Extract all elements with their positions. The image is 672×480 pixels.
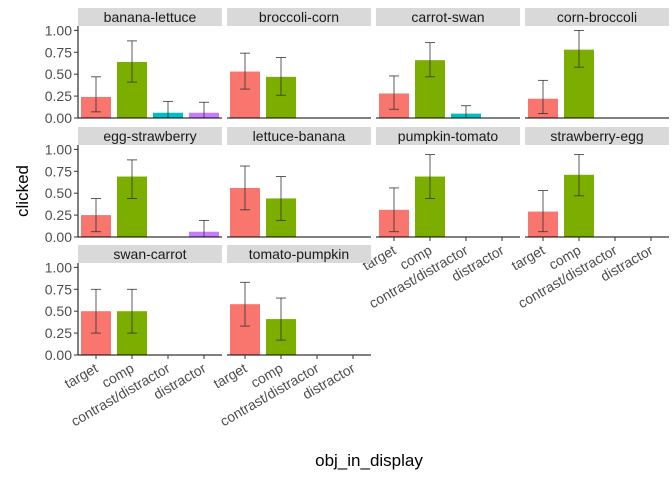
facet-strip-label: lettuce-banana [253,128,346,144]
facet-panel: swan-carrot0.000.250.500.751.00targetcom… [45,245,222,429]
error-bar [538,79,548,115]
y-tick-label: 1.00 [45,259,72,275]
facet-panel: egg-strawberry 0.00 0.25 0.50 0.75 1.00 [45,127,222,245]
error-bar [276,57,286,96]
y-tick-label: 1.00 [45,22,72,38]
facet-strip-label: strawberry-egg [550,128,643,144]
facet-strip [525,8,669,26]
error-bar [127,40,137,83]
error-bar [91,76,101,113]
y-tick-label: 0.25 [45,325,72,341]
x-axis-title: obj_in_display [315,451,423,470]
y-tick-label: 0.50 [45,66,72,82]
y-tick-label: 0.00 [45,347,72,363]
facet-strip-label: carrot-swan [411,9,484,25]
error-bar [240,52,250,90]
facet-strip-label: tomato-pumpkin [249,246,349,262]
y-tick-label: 0.50 [45,303,72,319]
panels-layer: banana-lettuce 0.00 0.25 0.50 0.75 1.00 brocco… [45,8,669,429]
y-tick-label: 0.00 [45,229,72,245]
error-bar [127,159,137,199]
y-tick-label: 1.00 [45,141,72,157]
facet-strip-label: pumpkin-tomato [398,128,499,144]
error-bar [389,75,399,110]
y-tick-label: 0.25 [45,88,72,104]
facet-strip [78,127,222,145]
facet-panel: banana-lettuce 0.00 0.25 0.50 0.75 1.00 [45,8,222,126]
error-bar [425,42,435,78]
facet-strip-label: egg-strawberry [103,128,196,144]
error-bar [91,198,101,233]
facet-panel: corn-broccoli [525,8,669,119]
facet-strip-label: corn-broccoli [557,9,637,25]
error-bar [574,29,584,68]
y-tick-label: 0.75 [45,281,72,297]
facet-strip [227,245,371,263]
facet-strip [376,127,520,145]
error-bar [240,165,250,211]
error-bar [425,154,435,199]
facet-panel: broccoli-corn [227,8,371,119]
error-bar [574,154,584,197]
x-tick-label: target [210,360,249,392]
facet-strip [78,8,222,26]
facet-strip-label: banana-lettuce [104,9,197,25]
error-bar [538,190,548,233]
error-bar [276,176,286,221]
y-axis-title: clicked [13,165,32,217]
facet-strip-label: broccoli-corn [259,9,339,25]
y-tick-label: 0.50 [45,185,72,201]
facet-panel: tomato-pumpkintargetcompcontrast/distrac… [210,245,371,429]
facet-panel: carrot-swan [376,8,520,119]
facet-strip [525,127,669,145]
facet-strip [227,8,371,26]
error-bar [276,297,286,341]
error-bar [91,288,101,334]
facet-strip [227,127,371,145]
x-tick-label: target [508,242,547,274]
facet-panel: pumpkin-tomatotargetcompcontrast/distrac… [359,127,520,311]
y-tick-label: 0.75 [45,44,72,60]
facet-strip [376,8,520,26]
facet-panel: strawberry-eggtargetcompcontrast/distrac… [508,127,669,311]
error-bar [127,288,137,334]
x-tick-label: target [61,360,100,392]
error-bar [240,281,250,327]
y-tick-label: 0.00 [45,110,72,126]
facet-strip [78,245,222,263]
y-tick-label: 0.75 [45,163,72,179]
y-tick-label: 0.25 [45,207,72,223]
facet-strip-label: swan-carrot [113,246,186,262]
error-bar [389,187,399,233]
facet-panel: lettuce-banana [227,127,371,238]
